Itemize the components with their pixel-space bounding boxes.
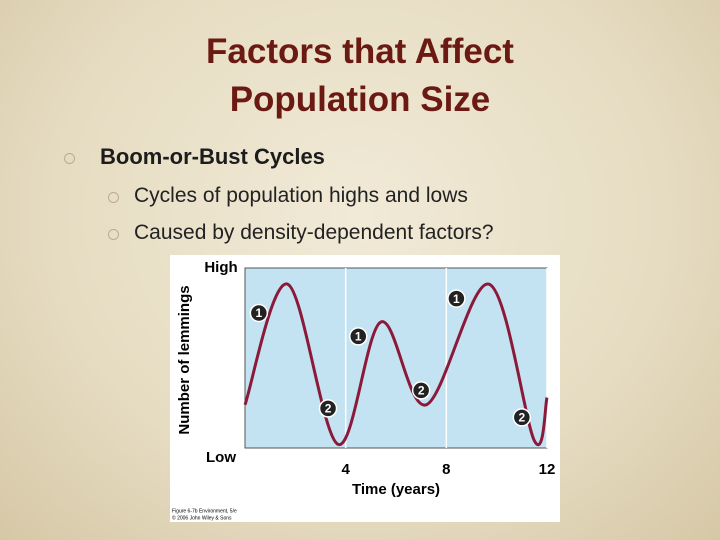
annotation-label: 2 [518,411,525,425]
chart: Number of lemmings Time (years) Figure 6… [170,255,560,522]
caption: Figure 6-7b Environment, 5/e [172,508,237,514]
x-tick-label: 12 [539,461,556,478]
annotation-marker [349,327,368,346]
annotation-label: 1 [453,292,460,306]
x-tick-label: 8 [442,461,450,478]
slide-title: Factors that Affect [206,32,514,71]
data-line [243,282,549,446]
slide-title: Population Size [229,80,491,119]
annotation-label: 2 [325,402,332,416]
bullet-icon [108,229,119,240]
annotation-marker [318,399,338,418]
bullet-icon [108,192,119,203]
plot-area [244,267,548,449]
caption: © 2006 John Wiley & Sons [172,514,232,521]
y-axis-label: Number of lemmings [176,285,193,434]
annotation-label: 1 [255,306,262,320]
annotation-marker [512,408,532,427]
x-tick-label: 4 [341,461,350,478]
y-tick-label: Low [206,449,236,466]
annotation-label: 1 [355,330,362,344]
y-tick-label: High [204,259,237,276]
x-axis-label: Time (years) [352,481,440,498]
bullet-icon [64,153,75,164]
annotation-marker [249,303,269,323]
annotation-marker [447,289,466,308]
sub-bullet: Caused by density-dependent factors? [134,221,494,244]
annotation-marker [411,381,431,400]
bullet: Boom-or-Bust Cycles [100,144,325,169]
annotation-label: 2 [418,384,425,398]
sub-bullet: Cycles of population highs and lows [134,184,468,207]
